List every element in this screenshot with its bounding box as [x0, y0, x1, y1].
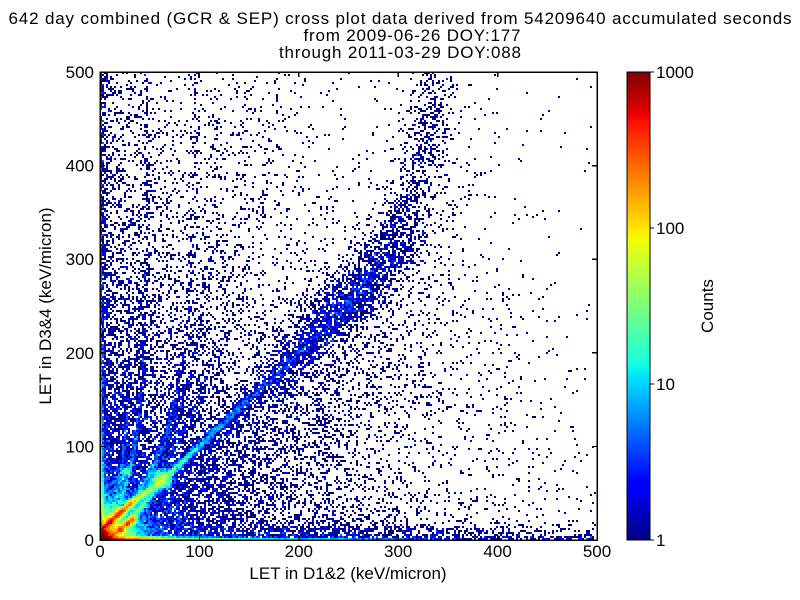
- svg-text:LET in D1&2 (keV/micron): LET in D1&2 (keV/micron): [249, 564, 446, 583]
- svg-text:1000: 1000: [656, 63, 694, 82]
- svg-text:642 day combined (GCR & SEP) c: 642 day combined (GCR & SEP) cross plot …: [9, 9, 792, 28]
- svg-text:500: 500: [583, 542, 611, 561]
- svg-text:200: 200: [285, 542, 313, 561]
- svg-text:400: 400: [66, 157, 94, 176]
- svg-text:0: 0: [95, 542, 104, 561]
- svg-text:1: 1: [656, 531, 665, 550]
- svg-text:100: 100: [185, 542, 213, 561]
- svg-text:Counts: Counts: [698, 279, 717, 333]
- svg-text:LET in D3&4 (keV/micron): LET in D3&4 (keV/micron): [36, 207, 55, 404]
- svg-text:from 2009-06-26 DOY:177: from 2009-06-26 DOY:177: [304, 26, 521, 45]
- svg-text:300: 300: [66, 250, 94, 269]
- svg-text:300: 300: [384, 542, 412, 561]
- svg-text:0: 0: [85, 531, 94, 550]
- svg-text:100: 100: [656, 219, 684, 238]
- svg-text:200: 200: [66, 344, 94, 363]
- svg-text:400: 400: [483, 542, 511, 561]
- svg-text:500: 500: [66, 63, 94, 82]
- svg-text:through 2011-03-29 DOY:088: through 2011-03-29 DOY:088: [279, 43, 521, 62]
- svg-text:10: 10: [656, 375, 675, 394]
- svg-text:100: 100: [66, 437, 94, 456]
